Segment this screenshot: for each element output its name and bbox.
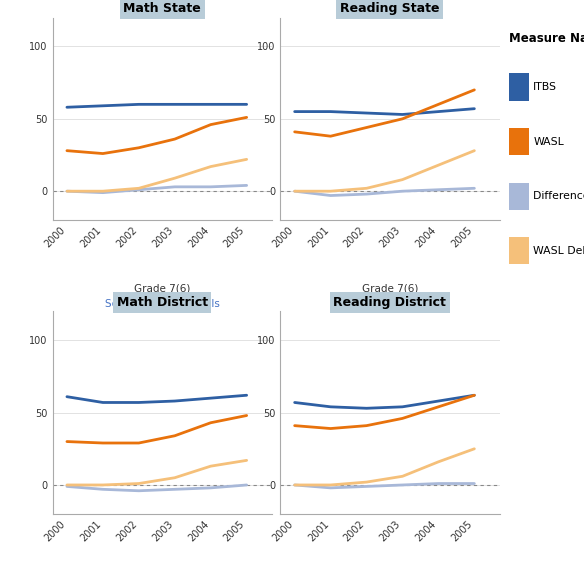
Bar xyxy=(509,128,529,155)
Text: ITBS: ITBS xyxy=(533,82,557,92)
Text: Seattle Public Schools: Seattle Public Schools xyxy=(105,299,220,310)
Text: WASL Delta: WASL Delta xyxy=(533,246,584,256)
Text: Grade 7(6): Grade 7(6) xyxy=(134,5,190,16)
Text: WASL: WASL xyxy=(533,137,564,147)
Text: Grade 7(6): Grade 7(6) xyxy=(134,283,190,293)
Title: Math District: Math District xyxy=(117,296,208,309)
Text: Seattle Public Schools: Seattle Public Schools xyxy=(332,299,447,310)
Bar xyxy=(509,183,529,210)
Title: Reading District: Reading District xyxy=(333,296,446,309)
Bar xyxy=(509,237,529,265)
Text: Difference in Su..: Difference in Su.. xyxy=(533,191,584,201)
Text: Measure Names: Measure Names xyxy=(509,32,584,46)
Bar xyxy=(509,74,529,100)
Title: Math State: Math State xyxy=(123,2,201,15)
Text: Grade 7(6): Grade 7(6) xyxy=(361,5,418,16)
Text: Grade 7(6): Grade 7(6) xyxy=(361,283,418,293)
Title: Reading State: Reading State xyxy=(340,2,440,15)
